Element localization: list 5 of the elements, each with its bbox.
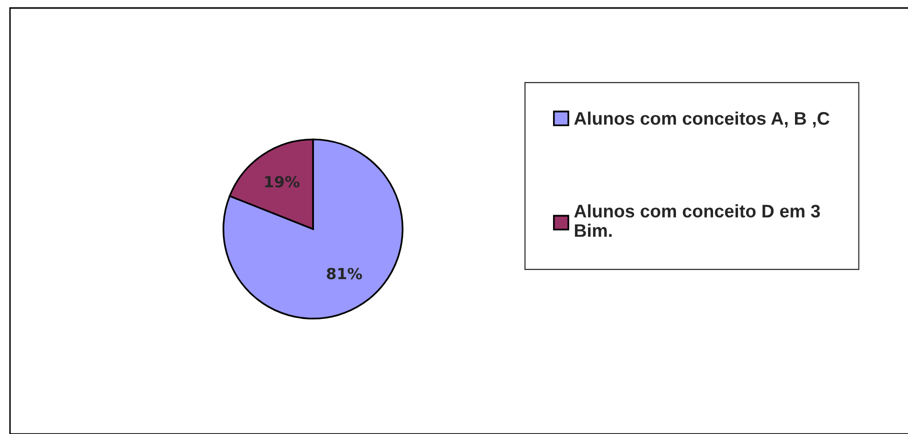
data-label: 81% bbox=[326, 268, 362, 280]
legend-label: Alunos com conceito D em 3 Bim. bbox=[574, 204, 820, 237]
data-label: 19% bbox=[265, 176, 300, 188]
pie-slice bbox=[222, 138, 404, 320]
legend-label: Alunos com conceitos A, B ,C bbox=[574, 112, 830, 128]
